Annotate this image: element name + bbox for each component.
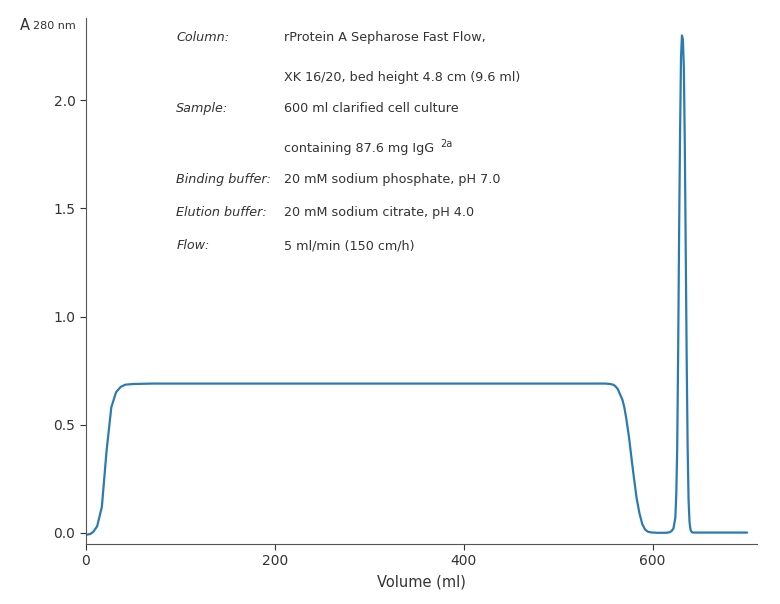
Text: 20 mM sodium phosphate, pH 7.0: 20 mM sodium phosphate, pH 7.0 bbox=[284, 173, 500, 186]
Text: 600 ml clarified cell culture: 600 ml clarified cell culture bbox=[284, 102, 459, 115]
Text: 20 mM sodium citrate, pH 4.0: 20 mM sodium citrate, pH 4.0 bbox=[284, 206, 473, 219]
Text: 5 ml/min (150 cm/h): 5 ml/min (150 cm/h) bbox=[284, 239, 414, 252]
Text: A: A bbox=[20, 18, 30, 33]
Text: 2a: 2a bbox=[441, 139, 453, 149]
Text: Sample:: Sample: bbox=[176, 102, 229, 115]
Text: Elution buffer:: Elution buffer: bbox=[176, 206, 267, 219]
X-axis label: Volume (ml): Volume (ml) bbox=[377, 575, 466, 590]
Text: XK 16/20, bed height 4.8 cm (9.6 ml): XK 16/20, bed height 4.8 cm (9.6 ml) bbox=[284, 71, 520, 84]
Text: rProtein A Sepharose Fast Flow,: rProtein A Sepharose Fast Flow, bbox=[284, 31, 485, 44]
Text: Binding buffer:: Binding buffer: bbox=[176, 173, 271, 186]
Text: containing 87.6 mg IgG: containing 87.6 mg IgG bbox=[284, 141, 434, 155]
Text: 280 nm: 280 nm bbox=[33, 21, 76, 31]
Text: Column:: Column: bbox=[176, 31, 229, 44]
Text: Flow:: Flow: bbox=[176, 239, 210, 252]
